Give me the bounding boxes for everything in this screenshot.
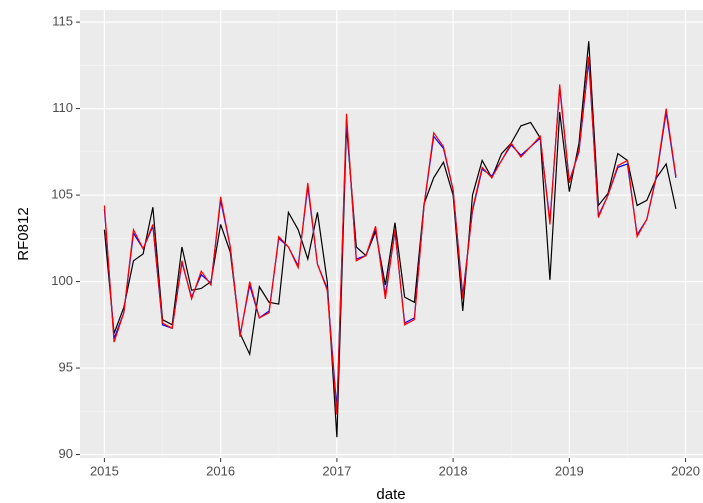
y-axis-title: RF0812 [15, 207, 32, 260]
x-tick-label: 2015 [90, 463, 119, 478]
x-tick-label: 2017 [322, 463, 351, 478]
y-tick-label: 105 [51, 187, 73, 202]
line [103, 41, 677, 438]
x-tick-label: 2016 [206, 463, 235, 478]
y-tick-label: 110 [52, 100, 73, 115]
y-tick-label: 95 [59, 359, 73, 374]
panel [80, 10, 703, 458]
x-tick-label: 2018 [439, 463, 468, 478]
y-tick-label: 100 [51, 273, 73, 288]
y-tick-label: 115 [52, 14, 73, 29]
line [103, 56, 677, 415]
y-tick-label: 90 [59, 446, 73, 461]
x-tick-label: 2020 [671, 463, 700, 478]
x-axis-title: date [376, 486, 405, 503]
x-tick-label: 2019 [555, 463, 584, 478]
